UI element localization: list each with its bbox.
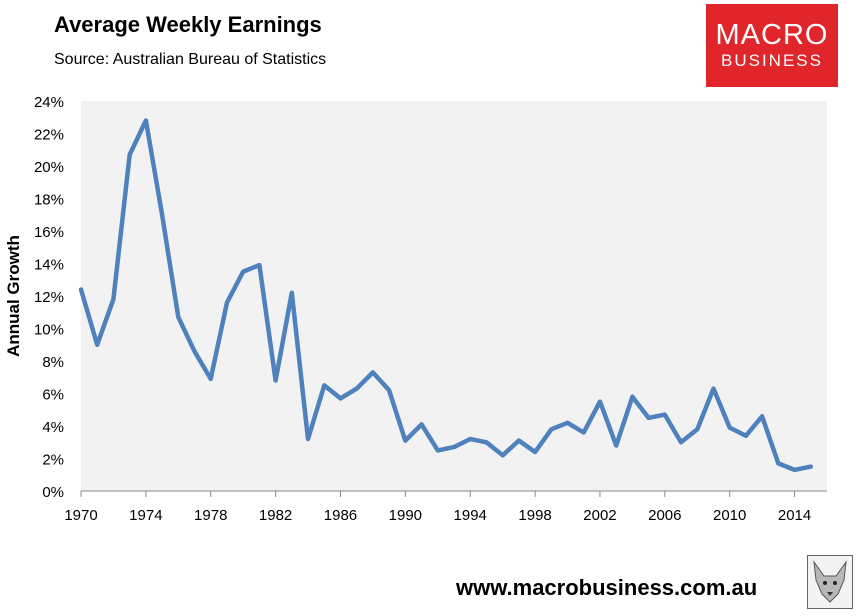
y-tick-label: 10% — [34, 322, 64, 339]
chart-title: Average Weekly Earnings — [54, 12, 322, 37]
y-tick-label: 22% — [34, 127, 64, 144]
y-tick-label: 4% — [42, 419, 64, 436]
chart-source: Source: Australian Bureau of Statistics — [54, 51, 327, 68]
y-tick-label: 16% — [34, 224, 64, 241]
fox-icon — [807, 555, 853, 609]
x-tick-label: 1990 — [389, 507, 422, 524]
x-tick-label: 1994 — [454, 507, 487, 524]
y-tick-label: 0% — [42, 484, 64, 501]
y-tick-label: 6% — [42, 387, 64, 404]
y-tick-label: 18% — [34, 192, 64, 209]
macrobusiness-logo[interactable]: MACRO BUSINESS — [706, 4, 838, 87]
x-tick-label: 2014 — [778, 507, 811, 524]
x-axis-ticks: 1970 1974 1978 1982 1986 1990 1994 1998 2002 2006… — [64, 491, 811, 524]
x-tick-label: 1998 — [518, 507, 551, 524]
y-tick-label: 12% — [34, 289, 64, 306]
logo-line-2: BUSINESS — [721, 51, 823, 70]
x-tick-label: 1970 — [64, 507, 97, 524]
x-tick-label: 1978 — [194, 507, 227, 524]
y-tick-label: 20% — [34, 159, 64, 176]
x-tick-label: 1982 — [259, 507, 292, 524]
series-layer — [78, 118, 814, 473]
y-axis-ticks: 0% 2% 4% 6% 8% 10% 12% 14% 16% 18% 20% 22% 24% — [34, 94, 64, 501]
x-tick-label: 2006 — [648, 507, 681, 524]
y-tick-label: 14% — [34, 257, 64, 274]
y-tick-label: 24% — [34, 94, 64, 111]
plot-area — [81, 101, 827, 491]
y-tick-label: 8% — [42, 354, 64, 371]
x-tick-label: 2002 — [583, 507, 616, 524]
series-line — [78, 118, 814, 473]
x-tick-label: 1974 — [129, 507, 162, 524]
logo-line-1: MACRO — [715, 19, 829, 51]
x-tick-label: 1986 — [324, 507, 357, 524]
y-tick-label: 2% — [42, 452, 64, 469]
line-chart: 0%2%4%6%8%10%12%14%16%18%20%22%24% 1970 1… — [4, 94, 827, 524]
website-url[interactable]: www.macrobusiness.com.au — [456, 575, 758, 600]
x-tick-label: 2010 — [713, 507, 746, 524]
y-axis-label: Annual Growth — [4, 235, 23, 357]
